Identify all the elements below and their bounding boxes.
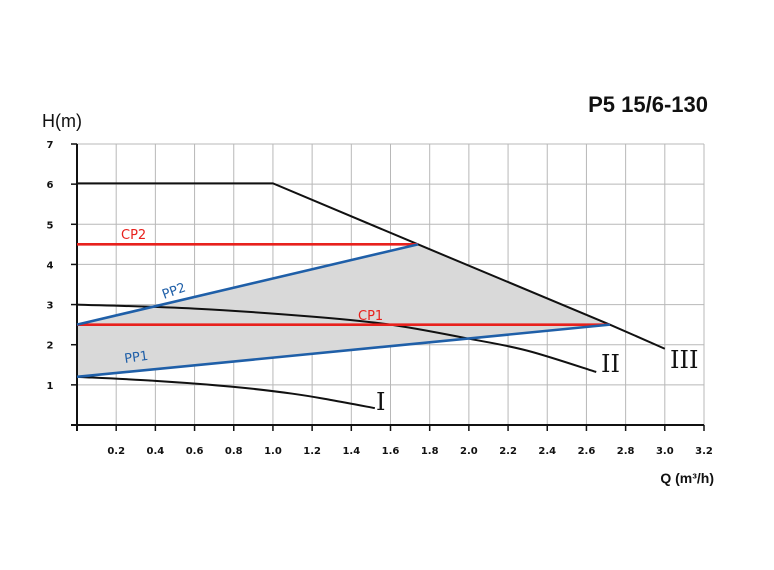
x-tick-label: 2.0 bbox=[460, 446, 478, 457]
x-tick-label: 3.0 bbox=[656, 446, 674, 457]
model-title: P5 15/6-130 bbox=[588, 92, 708, 117]
x-tick-label: 1.2 bbox=[303, 446, 321, 457]
x-tick-label: 1.4 bbox=[342, 446, 360, 457]
label-cp2: CP2 bbox=[121, 228, 146, 243]
y-axis-title: H(m) bbox=[42, 111, 82, 131]
operating-region bbox=[77, 244, 610, 377]
x-tick-label: 2.4 bbox=[538, 446, 556, 457]
x-tick-label: 2.8 bbox=[617, 446, 635, 457]
pump-curve-i bbox=[76, 375, 376, 410]
y-tick-label: 5 bbox=[47, 220, 54, 231]
x-tick-label: 1.6 bbox=[382, 446, 400, 457]
x-tick-label: 1.8 bbox=[421, 446, 439, 457]
x-tick-label: 2.2 bbox=[499, 446, 517, 457]
x-tick-label: 0.2 bbox=[107, 446, 125, 457]
pump-curve-ii bbox=[76, 303, 597, 373]
label-cp1: CP1 bbox=[358, 309, 383, 324]
y-tick-label: 2 bbox=[47, 341, 54, 352]
y-tick-label: 6 bbox=[47, 180, 54, 191]
x-tick-label: 2.6 bbox=[578, 446, 596, 457]
x-tick-label: 0.8 bbox=[225, 446, 243, 457]
x-tick-label: 3.2 bbox=[695, 446, 713, 457]
label-curve-iii: III bbox=[670, 346, 698, 374]
label-pp1: PP1 bbox=[123, 349, 149, 367]
line-pp1 bbox=[76, 323, 611, 379]
label-curve-i: I bbox=[376, 388, 385, 416]
y-tick-label: 4 bbox=[47, 260, 54, 271]
label-curve-ii: II bbox=[601, 350, 620, 378]
y-tick-label: 3 bbox=[47, 301, 54, 312]
x-tick-label: 1.0 bbox=[264, 446, 282, 457]
y-tick-label: 7 bbox=[47, 140, 54, 151]
line-pp2 bbox=[76, 243, 419, 326]
x-axis-title: Q (m³/h) bbox=[660, 470, 714, 486]
x-tick-label: 0.4 bbox=[147, 446, 165, 457]
y-tick-label: 1 bbox=[47, 381, 54, 392]
x-tick-label: 0.6 bbox=[186, 446, 204, 457]
